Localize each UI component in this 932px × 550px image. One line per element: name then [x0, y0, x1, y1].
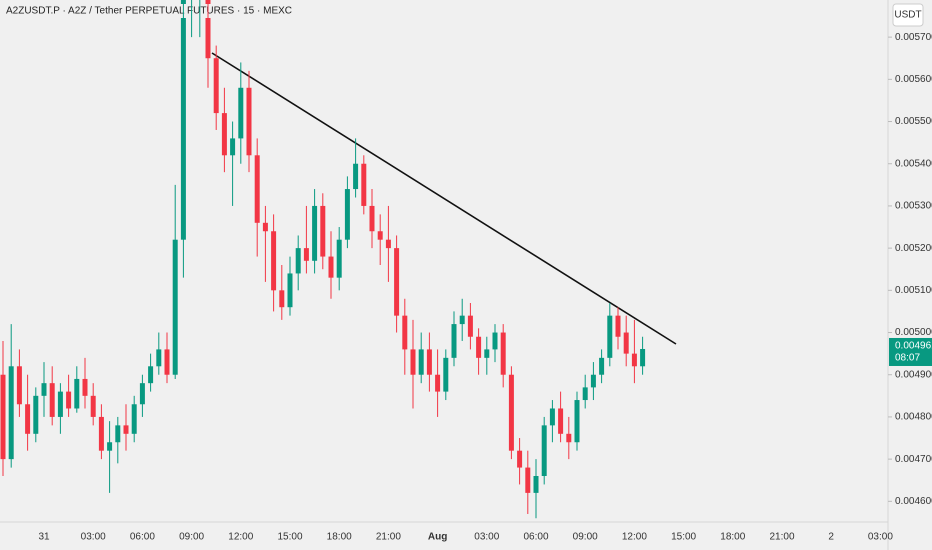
x-tick-label: 06:00	[523, 532, 548, 543]
x-tick-label: 03:00	[81, 532, 106, 543]
x-tick-label: 21:00	[376, 532, 401, 543]
x-tick-label: 2	[828, 532, 834, 543]
chart-title: A2ZUSDT.P · A2Z / Tether PERPETUAL FUTUR…	[6, 6, 292, 17]
x-tick-label: 03:00	[868, 532, 893, 543]
currency[interactable]: USDT	[894, 10, 921, 21]
x-tick-label: 21:00	[769, 532, 794, 543]
last-price: 0.004961	[895, 341, 932, 352]
x-tick-label: Aug	[428, 532, 447, 543]
x-tick-label: 18:00	[327, 532, 352, 543]
x-tick-label: 03:00	[474, 532, 499, 543]
x-tick-label: 12:00	[228, 532, 253, 543]
x-tick-label: 18:00	[720, 532, 745, 543]
y-tick-label: 0.005700	[895, 32, 932, 43]
countdown: 08:07	[895, 353, 920, 364]
last-price-box	[889, 337, 932, 366]
x-tick-label: 06:00	[130, 532, 155, 543]
x-tick-label: 12:00	[622, 532, 647, 543]
x-tick-label: 09:00	[573, 532, 598, 543]
x-tick-label: 09:00	[179, 532, 204, 543]
x-tick-label: 15:00	[277, 532, 302, 543]
title-bg	[4, 4, 284, 18]
x-tick-label: 31	[38, 532, 50, 543]
currency-button[interactable]	[892, 3, 924, 27]
trendline	[211, 52, 677, 345]
x-tick-label: 15:00	[671, 532, 696, 543]
